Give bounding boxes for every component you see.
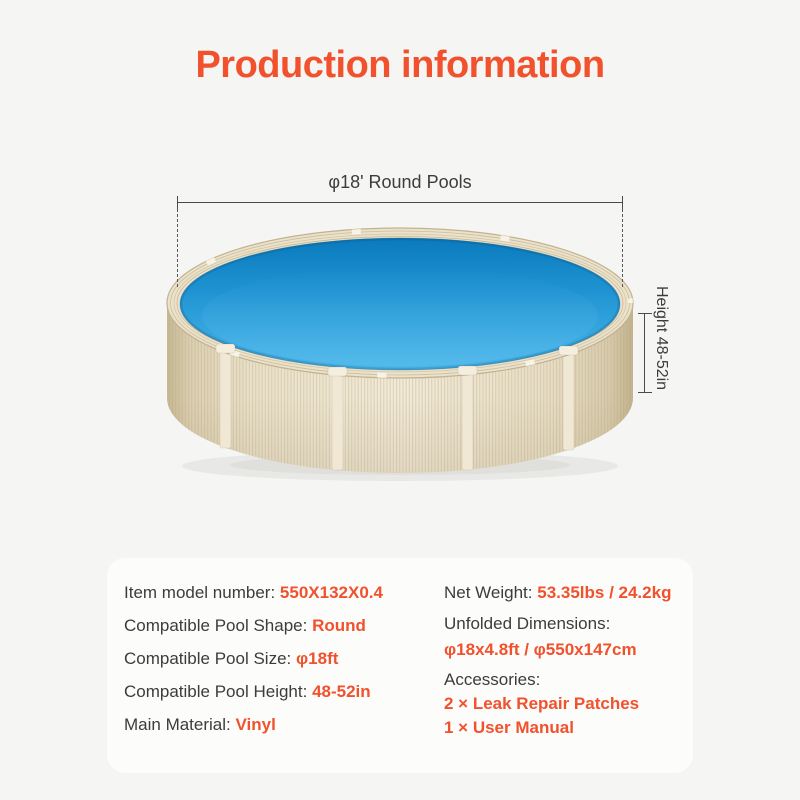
page-title: Production information [195,44,605,86]
spec-label: Compatible Pool Height: [124,682,308,701]
pool-illustration [166,227,634,481]
diameter-label: φ18' Round Pools [328,172,472,192]
diameter-tick-right [621,196,623,209]
spec-card: Item model number: 550X132X0.4 Compatibl… [107,558,693,773]
spec-value: φ18ft [296,649,339,668]
spec-value: 2 × Leak Repair Patches [444,694,640,713]
spec-value: 48-52in [312,682,371,701]
spec-value: 550X132X0.4 [279,583,383,602]
spec-label: Item model number: [124,583,276,602]
diameter-tick-left [176,196,178,209]
spec-label: Main Material: [124,715,231,734]
spec-row-shape: Compatible Pool Shape: Round [124,617,444,635]
spec-value: φ18x4.8ft / φ550x147cm [444,640,637,659]
spec-label: Unfolded Dimensions: [444,614,611,633]
spec-label: Compatible Pool Size: [124,649,292,668]
spec-row-accessories: Accessories: 2 × Leak Repair Patches 1 ×… [444,671,677,737]
spec-value: 53.35lbs / 24.2kg [537,583,672,602]
spec-value: Round [312,616,366,635]
height-label: Height 48-52in [653,286,670,391]
height-dimension-line [644,313,645,392]
spec-row-unfolded-dimensions: Unfolded Dimensions: φ18x4.8ft / φ550x14… [444,615,677,659]
spec-value: 1 × User Manual [444,718,574,737]
spec-label: Accessories: [444,670,541,689]
spec-column-left: Item model number: 550X132X0.4 Compatibl… [124,584,444,773]
spec-row-material: Main Material: Vinyl [124,716,444,734]
spec-label: Net Weight: [444,583,533,602]
spec-row-size: Compatible Pool Size: φ18ft [124,650,444,668]
spec-row-height: Compatible Pool Height: 48-52in [124,683,444,701]
height-tick-top [638,312,652,314]
diameter-extension-line-right [621,209,623,287]
spec-value: Vinyl [235,715,276,734]
diameter-extension-line-left [176,209,178,287]
spec-row-net-weight: Net Weight: 53.35lbs / 24.2kg [444,584,677,602]
spec-column-right: Net Weight: 53.35lbs / 24.2kg Unfolded D… [444,584,677,773]
diameter-dimension-line [177,202,623,203]
spec-row-model: Item model number: 550X132X0.4 [124,584,444,602]
height-tick-bottom [638,391,652,393]
spec-label: Compatible Pool Shape: [124,616,308,635]
